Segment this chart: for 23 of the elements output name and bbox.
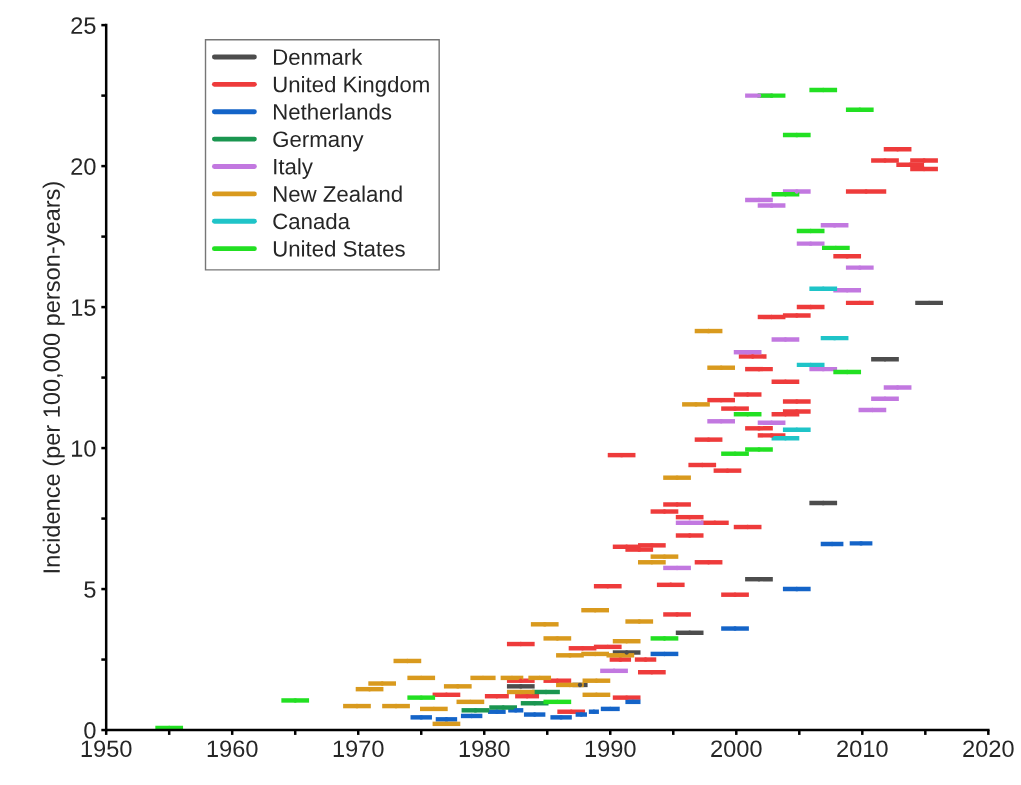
y-tick-label: 15	[72, 299, 96, 316]
x-tick-label: 1950	[81, 740, 132, 758]
legend-label: Italy	[274, 158, 313, 179]
legend-label: Canada	[273, 212, 351, 230]
legend-label: Denmark	[274, 48, 363, 65]
legend-label: United Kingdom	[273, 76, 429, 97]
x-tick-label: 1990	[585, 740, 636, 758]
legend-label: Germany	[273, 131, 364, 152]
y-tick-label: 0	[84, 722, 96, 739]
legend-label: United States	[273, 240, 405, 257]
x-tick-label: 1970	[333, 740, 384, 758]
x-tick-label: 2010	[837, 740, 888, 758]
y-tick-label: 20	[71, 158, 96, 175]
y-tick-label: 10	[72, 440, 96, 457]
x-tick-label: 1960	[207, 740, 258, 758]
x-tick-label: 2020	[963, 740, 1014, 758]
y-axis-title: Incidence (per 100,000 person-years)	[42, 182, 65, 573]
x-tick-label: 2000	[711, 740, 762, 758]
x-tick-label: 1980	[459, 740, 510, 758]
legend-label: New Zealand	[274, 185, 402, 202]
legend-label: Netherlands	[274, 103, 392, 120]
y-tick-label: 25	[71, 17, 96, 34]
y-tick-label: 5	[84, 581, 96, 598]
